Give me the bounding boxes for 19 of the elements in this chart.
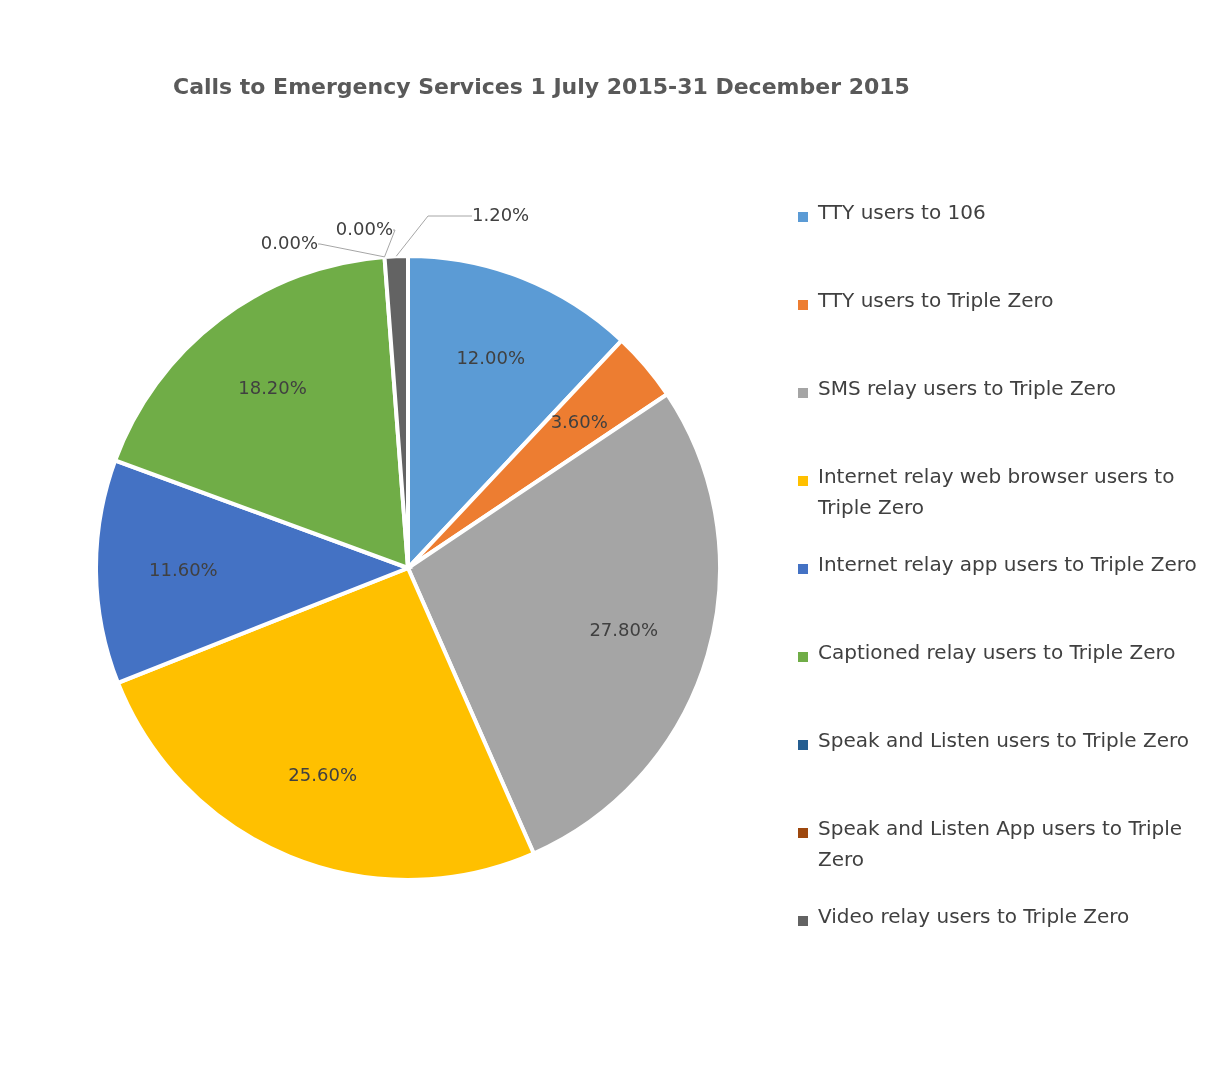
legend-label: Video relay users to Triple Zero: [818, 903, 1130, 930]
data-label: 25.60%: [288, 763, 358, 785]
legend-label: SMS relay users to Triple Zero: [818, 375, 1116, 402]
data-label: 27.80%: [589, 618, 659, 640]
legend-label: TTY users to Triple Zero: [818, 287, 1054, 314]
text: 0.00%: [260, 232, 318, 253]
chart-title: Calls to Emergency Services 1 July 2015-31 December 2015: [173, 74, 910, 99]
legend-label: Internet relay web browser users to Triple Zero: [818, 463, 1176, 521]
legend-label: Internet relay app users to Triple Zero: [818, 551, 1197, 578]
legend-label: Speak and Listen users to Triple Zero: [818, 727, 1190, 754]
data-label: 12.00%: [456, 347, 526, 369]
legend-label: Speak and Listen App users to Triple Zero: [818, 815, 1184, 873]
data-label: 11.60%: [149, 558, 218, 580]
data-label: 18.20%: [238, 376, 307, 398]
data-label: 1.20%: [472, 204, 530, 225]
legend-label: TTY users to 106: [818, 199, 986, 226]
data-label: 3.60%: [550, 410, 608, 432]
legend-label: Captioned relay users to Triple Zero: [818, 639, 1176, 666]
text: 0.00%: [335, 218, 393, 239]
